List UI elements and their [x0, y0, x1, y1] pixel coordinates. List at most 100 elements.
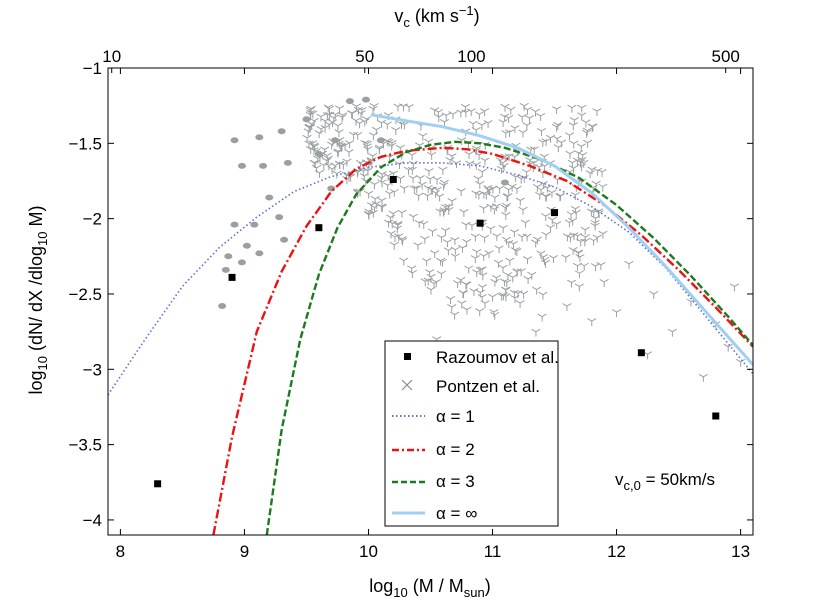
pontzen-marker — [541, 213, 551, 222]
top-tick-label: 10 — [102, 47, 121, 66]
pontzen-marker — [415, 175, 425, 183]
pontzen-marker — [562, 303, 572, 312]
pontzen-marker — [569, 140, 579, 149]
pontzen-marker — [573, 250, 584, 259]
pontzen-marker — [450, 237, 460, 245]
pontzen-marker — [596, 261, 606, 270]
pontzen-marker — [430, 250, 440, 259]
pontzen-marker — [368, 153, 378, 161]
x-axis-label-main: log — [369, 576, 393, 596]
pontzen-marker — [568, 247, 578, 255]
pontzen-blob — [242, 242, 251, 249]
pontzen-blob — [314, 150, 323, 157]
pontzen-marker — [391, 127, 401, 135]
pontzen-marker — [574, 283, 584, 292]
pontzen-marker — [438, 208, 449, 217]
x-axis-label-sub2: sun — [464, 585, 485, 600]
pontzen-marker — [552, 106, 562, 115]
pontzen-marker — [369, 181, 380, 190]
pontzen-marker — [453, 280, 463, 289]
pontzen-blob — [230, 137, 239, 144]
pontzen-marker — [598, 230, 608, 239]
legend-label-alpha3: α = 3 — [436, 472, 475, 491]
pontzen-marker — [500, 103, 510, 112]
pontzen-marker — [457, 244, 468, 253]
pontzen-marker — [579, 262, 589, 271]
curve-dashed — [265, 140, 753, 535]
pontzen-blob — [237, 259, 246, 266]
razoumov-marker — [551, 209, 559, 217]
pontzen-marker — [389, 241, 399, 250]
pontzen-blob — [500, 179, 509, 186]
pontzen-marker — [329, 115, 339, 123]
pontzen-blob — [250, 221, 259, 228]
pontzen-marker — [522, 256, 533, 265]
pontzen-marker — [363, 167, 373, 176]
pontzen-marker — [390, 234, 400, 243]
plot-frame — [107, 67, 754, 536]
pontzen-marker — [501, 212, 511, 220]
pontzen-marker — [587, 318, 597, 327]
pontzen-marker — [564, 132, 575, 141]
pontzen-blob — [255, 134, 264, 141]
pontzen-marker — [587, 166, 597, 175]
pontzen-marker — [502, 193, 512, 202]
pontzen-marker — [438, 166, 448, 175]
pontzen-marker — [474, 191, 484, 200]
pontzen-marker — [577, 104, 587, 113]
pontzen-marker — [512, 185, 522, 194]
pontzen-marker — [393, 222, 403, 231]
pontzen-marker — [562, 233, 572, 242]
legend-box — [384, 340, 559, 527]
pontzen-marker — [369, 204, 380, 213]
pontzen-marker — [599, 278, 609, 287]
pontzen-marker — [407, 265, 417, 274]
pontzen-marker — [512, 268, 522, 277]
razoumov-marker — [315, 224, 323, 232]
pontzen-marker — [348, 131, 359, 140]
pontzen-marker — [423, 277, 433, 286]
pontzen-marker — [493, 259, 504, 268]
pontzen-marker — [553, 144, 563, 153]
pontzen-marker — [480, 300, 490, 309]
pontzen-marker — [432, 176, 442, 185]
pontzen-marker — [545, 134, 556, 143]
pontzen-marker — [399, 185, 409, 194]
pontzen-marker — [448, 111, 458, 120]
pontzen-marker — [498, 159, 508, 168]
pontzen-blob — [259, 162, 268, 169]
pontzen-marker — [570, 205, 580, 214]
x-axis-label-rest: (M / M — [408, 576, 464, 596]
pontzen-marker — [424, 168, 434, 177]
legend-marker-razoumov — [404, 353, 411, 360]
pontzen-marker — [422, 258, 432, 266]
pontzen-marker — [552, 135, 562, 144]
pontzen-marker — [588, 237, 599, 246]
vc0-annotation: vc,0 = 50km/s — [615, 470, 715, 493]
pontzen-marker — [547, 189, 557, 198]
pontzen-marker — [494, 245, 504, 254]
pontzen-marker — [505, 257, 515, 266]
pontzen-marker — [407, 152, 417, 161]
pontzen-marker — [509, 229, 519, 238]
pontzen-marker — [586, 208, 596, 217]
pontzen-marker — [408, 213, 418, 222]
pontzen-marker — [462, 281, 472, 290]
pontzen-marker — [469, 288, 479, 297]
x-tick-label: 8 — [116, 542, 125, 561]
pontzen-marker — [501, 130, 511, 139]
pontzen-blob — [224, 253, 233, 260]
pontzen-marker — [427, 151, 437, 160]
top-tick-label: 50 — [355, 47, 374, 66]
pontzen-marker — [322, 157, 332, 166]
pontzen-marker — [342, 176, 352, 184]
pontzen-marker — [441, 112, 451, 121]
pontzen-marker — [509, 289, 520, 298]
razoumov-marker — [154, 480, 162, 488]
y-tick-label: −2.5 — [68, 285, 102, 304]
pontzen-marker — [517, 233, 527, 242]
top-axis-label: vc (km s−1) — [394, 3, 479, 30]
pontzen-marker — [310, 160, 320, 169]
pontzen-marker — [466, 108, 476, 117]
